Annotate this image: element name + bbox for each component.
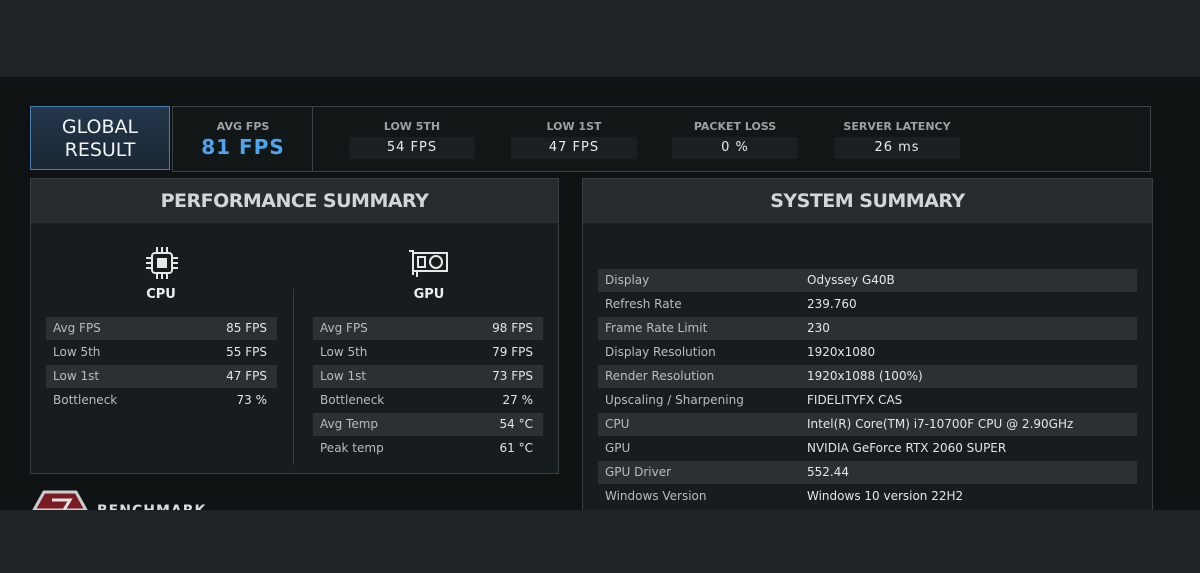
cpu-icon	[146, 247, 178, 279]
row-label: Low 1st	[320, 369, 367, 383]
row-label: Low 5th	[320, 345, 368, 359]
row-value: 1920x1088 (100%)	[807, 369, 923, 383]
row-label: Low 1st	[53, 369, 100, 383]
row-label: Upscaling / Sharpening	[605, 393, 744, 407]
row-label: Frame Rate Limit	[605, 321, 708, 335]
stat-label: AVG FPS	[216, 120, 270, 133]
stat-value: 54 FPS	[349, 137, 475, 159]
row-value: FIDELITYFX CAS	[807, 393, 903, 407]
row-label: Low 5th	[53, 345, 101, 359]
row-value: 239.760	[807, 297, 857, 311]
stat-row: Display Odyssey G40B	[598, 269, 1137, 292]
row-value: 27 %	[502, 393, 534, 407]
stat-row: Peak temp 61 °C	[313, 437, 543, 460]
stat-value: 0 %	[672, 137, 798, 159]
system-panel: SYSTEM SUMMARY Display Odyssey G40B Refres…	[582, 178, 1153, 518]
bottom-band	[0, 510, 1200, 573]
stat-row: Avg FPS 85 FPS	[46, 317, 277, 340]
global-line: GLOBAL	[61, 116, 139, 138]
stat-row: Avg Temp 54 °C	[313, 413, 543, 436]
row-value: 1920x1080	[807, 345, 876, 359]
stat-row: Refresh Rate 239.760	[598, 293, 1137, 316]
cpu-label: CPU	[146, 287, 176, 302]
row-label: Refresh Rate	[605, 297, 682, 311]
stat-row: Bottleneck 27 %	[313, 389, 543, 412]
stat-label: LOW 5TH	[383, 120, 441, 133]
divider	[293, 289, 294, 465]
stat-value: 81 FPS	[201, 135, 285, 159]
row-value: 47 FPS	[226, 369, 267, 383]
stat-bar: AVG FPS 81 FPS LOW 5TH 54 FPS LOW 1ST 47 FPS P…	[172, 106, 1151, 172]
row-value: 85 FPS	[226, 321, 267, 335]
row-value: 552.44	[807, 465, 849, 479]
stat-row: CPU Intel(R) Core(TM) i7-10700F CPU @ 2.9…	[598, 413, 1137, 436]
row-label: CPU	[605, 417, 630, 431]
global-result-tab[interactable]: GLOBAL RESULT	[30, 106, 170, 170]
stat-row: Windows Version Windows 10 version 22H2	[598, 485, 1137, 508]
row-label: Avg FPS	[53, 321, 101, 335]
stat-row: Avg FPS 98 FPS	[313, 317, 543, 340]
stat-row: Frame Rate Limit 230	[598, 317, 1137, 340]
gpu-label: GPU	[413, 287, 445, 302]
row-value: 55 FPS	[226, 345, 267, 359]
row-value: 73 %	[236, 393, 268, 407]
stat-row: Render Resolution 1920x1088 (100%)	[598, 365, 1137, 388]
row-label: GPU Driver	[605, 465, 672, 479]
stat-row: GPU Driver 552.44	[598, 461, 1137, 484]
global-line: RESULT	[64, 139, 136, 161]
row-value: Intel(R) Core(TM) i7-10700F CPU @ 2.90GH…	[807, 417, 1074, 431]
stat-row: GPU NVIDIA GeForce RTX 2060 SUPER	[598, 437, 1137, 460]
row-value: Windows 10 version 22H2	[807, 489, 964, 503]
stat-label: PACKET LOSS	[693, 120, 777, 133]
row-value: 230	[807, 321, 830, 335]
stat-label: SERVER LATENCY	[843, 120, 951, 133]
row-label: Avg Temp	[320, 417, 379, 431]
row-value: 61 °C	[499, 441, 533, 455]
row-label: Display Resolution	[605, 345, 716, 359]
gpu-icon	[409, 250, 448, 277]
performance-panel: PERFORMANCE SUMMARY CPU GPU Avg FPS 85 FP…	[30, 178, 559, 474]
row-label: Avg FPS	[320, 321, 368, 335]
stat-row: Low 5th 55 FPS	[46, 341, 277, 364]
row-label: Bottleneck	[53, 393, 118, 407]
divider	[312, 107, 313, 171]
row-label: Render Resolution	[605, 369, 715, 383]
stat-row: Low 1st 73 FPS	[313, 365, 543, 388]
row-label: Windows Version	[605, 489, 707, 503]
stat-row: Low 5th 79 FPS	[313, 341, 543, 364]
row-value: 73 FPS	[492, 369, 533, 383]
row-label: Peak temp	[320, 441, 384, 455]
stat-row: Display Resolution 1920x1080	[598, 341, 1137, 364]
row-value: Odyssey G40B	[807, 273, 895, 287]
row-value: 54 °C	[499, 417, 533, 431]
row-label: GPU	[605, 441, 631, 455]
stat-value: 47 FPS	[511, 137, 637, 159]
panel-title: SYSTEM SUMMARY	[583, 179, 1152, 223]
stat-row: Bottleneck 73 %	[46, 389, 277, 412]
row-label: Bottleneck	[320, 393, 385, 407]
row-label: Display	[605, 273, 650, 287]
row-value: 79 FPS	[492, 345, 533, 359]
stat-row: Low 1st 47 FPS	[46, 365, 277, 388]
panel-title: PERFORMANCE SUMMARY	[31, 179, 558, 223]
stat-row: Upscaling / Sharpening FIDELITYFX CAS	[598, 389, 1137, 412]
row-value: NVIDIA GeForce RTX 2060 SUPER	[807, 441, 1007, 455]
stat-label: LOW 1ST	[546, 120, 602, 133]
row-value: 98 FPS	[492, 321, 533, 335]
stat-value: 26 ms	[834, 137, 960, 159]
